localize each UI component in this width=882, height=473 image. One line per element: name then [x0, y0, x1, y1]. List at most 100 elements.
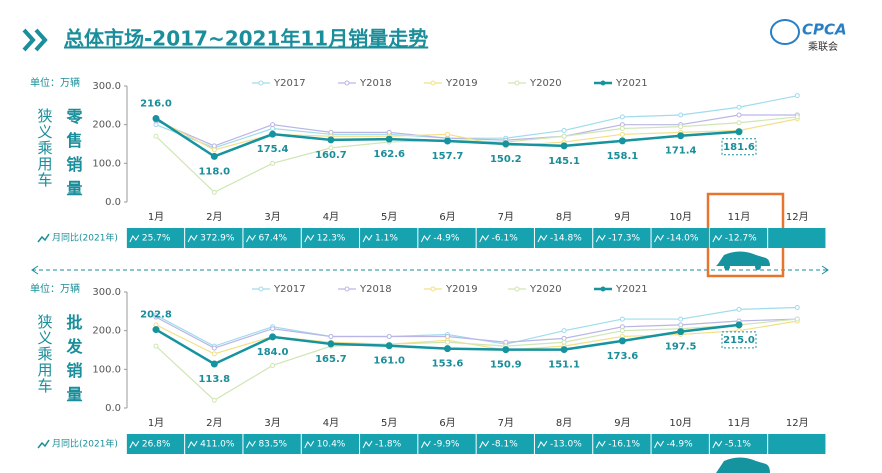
legend-marker — [344, 80, 350, 86]
yoy-cell — [476, 228, 534, 248]
yoy-cell — [476, 434, 534, 454]
yoy-cell — [768, 434, 826, 454]
x-tick-label: 4月 — [323, 417, 339, 429]
x-tick-label: 1月 — [148, 211, 164, 223]
data-point — [678, 112, 684, 118]
logo-sub: 乘联会 — [808, 40, 838, 53]
legend-label: Y2019 — [445, 284, 478, 295]
legend-marker — [600, 286, 606, 292]
yoy-cell — [768, 228, 826, 248]
logo-text: CPCA — [802, 21, 847, 39]
value-label: 150.2 — [490, 154, 522, 165]
yoy-value: -8.1% — [492, 440, 519, 450]
yoy-cell — [126, 434, 185, 454]
data-point — [736, 112, 742, 118]
yoy-icon — [37, 439, 50, 449]
data-point — [270, 122, 276, 128]
yoy-value: -16.1% — [608, 440, 640, 450]
x-tick-label: 2月 — [206, 417, 222, 429]
side-label: 狭义乘用车 — [36, 108, 54, 188]
yoy-arrow — [187, 234, 198, 243]
x-tick-label: 3月 — [264, 211, 280, 223]
x-tick-label: 1月 — [148, 417, 164, 429]
yoy-value: 372.9% — [200, 234, 235, 244]
x-tick-label: 11月 — [728, 417, 751, 429]
value-label: 153.6 — [432, 359, 464, 370]
yoy-value: -6.1% — [492, 234, 519, 244]
legend-label: Y2021 — [615, 78, 648, 89]
yoy-value: 25.7% — [142, 234, 171, 244]
data-point — [794, 304, 800, 310]
data-point — [211, 189, 217, 195]
legend-label: Y2017 — [273, 284, 306, 295]
legend-marker — [514, 80, 520, 86]
y-tick-label: 300.0 — [92, 287, 121, 298]
data-point — [211, 397, 217, 403]
legend-marker — [514, 286, 520, 292]
data-point — [560, 142, 568, 150]
y-tick-label: 200.0 — [92, 120, 121, 131]
x-tick-label: 8月 — [556, 211, 572, 223]
data-point — [328, 333, 334, 339]
data-point — [269, 333, 277, 341]
yoy-cell — [593, 434, 651, 454]
x-tick-label: 12月 — [786, 211, 809, 223]
yoy-cell — [709, 434, 768, 454]
data-point — [327, 340, 335, 348]
value-label: 158.1 — [607, 151, 639, 162]
data-point — [561, 339, 567, 345]
value-label: 175.4 — [257, 144, 289, 155]
yoy-arrow — [129, 234, 140, 243]
x-tick-label: 9月 — [614, 417, 630, 429]
yoy-value: -13.0% — [550, 440, 582, 450]
data-point — [153, 343, 159, 349]
data-point — [794, 93, 800, 99]
data-point — [210, 152, 218, 160]
data-point — [445, 131, 450, 137]
value-label: 151.1 — [548, 360, 580, 371]
series-line — [155, 116, 798, 194]
value-label: 161.0 — [373, 356, 405, 367]
yoy-cell — [534, 434, 593, 454]
yoy-value: -12.7% — [725, 234, 757, 244]
yoy-arrow — [712, 440, 723, 449]
data-point — [794, 316, 800, 322]
value-label: 184.0 — [257, 347, 289, 358]
data-point — [502, 140, 510, 148]
yoy-arrow — [479, 440, 490, 449]
yoy-arrow — [537, 234, 548, 243]
series-line — [155, 320, 798, 355]
logo-mark — [770, 19, 800, 45]
legend-label: Y2017 — [273, 78, 306, 89]
data-point — [153, 314, 159, 320]
data-point — [618, 337, 626, 345]
data-point — [561, 133, 567, 139]
yoy-cell — [185, 434, 243, 454]
yoy-value: -5.1% — [725, 440, 752, 450]
data-point — [153, 133, 159, 139]
x-tick-label: 9月 — [614, 211, 630, 223]
yoy-value: -14.8% — [550, 234, 582, 244]
legend-label: Y2021 — [615, 284, 648, 295]
legend-marker — [258, 286, 264, 292]
label-box — [721, 138, 757, 156]
data-point — [619, 126, 625, 132]
value-label: 118.0 — [198, 166, 230, 177]
yoy-cell — [651, 228, 709, 248]
data-point — [152, 326, 160, 334]
value-label: 145.1 — [548, 156, 580, 167]
value-label: 202.8 — [140, 310, 172, 321]
series-line — [155, 316, 798, 349]
yoy-arrow — [595, 234, 606, 243]
yoy-cell — [709, 228, 768, 248]
data-point — [211, 351, 217, 357]
divider — [31, 265, 829, 275]
yoy-cell — [185, 228, 243, 248]
value-label: 197.5 — [665, 342, 697, 353]
data-point — [619, 328, 625, 334]
yoy-arrow — [362, 440, 373, 449]
value-label: 171.4 — [665, 146, 697, 157]
data-point — [270, 362, 276, 368]
yoy-value: 1.1% — [375, 234, 398, 244]
x-tick-label: 5月 — [381, 211, 397, 223]
